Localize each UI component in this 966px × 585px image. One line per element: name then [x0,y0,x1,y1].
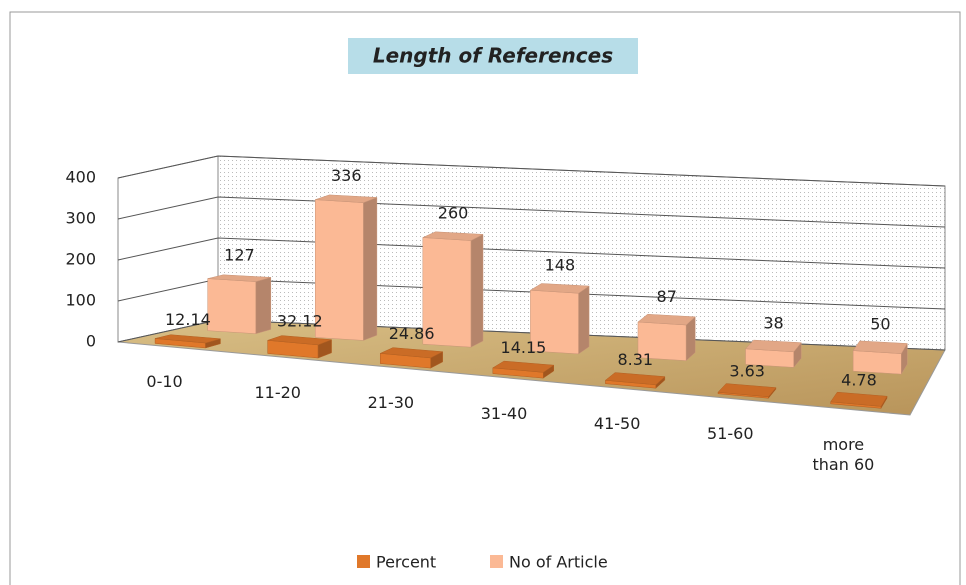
bar [717,383,777,399]
value-label: 24.86 [389,324,435,343]
value-label: 3.63 [729,362,765,381]
x-tick-label: more than 60 [812,434,875,474]
bar-face [637,313,696,326]
bar-face [578,285,590,355]
bar [379,347,444,369]
bar-face [207,274,271,282]
legend-label: Percent [376,553,436,572]
bar-face [267,335,332,346]
legend-label: No of Article [509,553,608,572]
y-tick-label: 100 [65,291,96,310]
bar [745,339,802,369]
bar-face [422,231,484,241]
x-tick-label: 41-50 [593,413,641,433]
bar [852,340,908,376]
x-tick-label: 21-30 [367,393,415,413]
bar [492,360,555,379]
bar-face [852,340,908,354]
bar-face [745,339,802,353]
y-tick-label: 0 [86,332,96,351]
bar-face [363,197,378,341]
legend-swatch [490,555,503,568]
bar [154,334,221,349]
bar [207,274,272,335]
value-label: 32.12 [277,312,323,331]
bar [422,231,484,348]
value-label: 127 [224,246,255,265]
x-tick-label: 0-10 [146,372,183,392]
x-tick-label: 31-40 [480,403,528,423]
value-label: 260 [438,204,469,223]
bar-face [830,391,888,407]
grid-line [117,196,946,228]
bar [830,391,888,410]
bar [267,335,332,359]
bar-face [255,277,272,335]
value-label: 336 [331,166,362,185]
x-tick-label: 51-60 [707,424,754,444]
plot: 0 100 200 300 400 127 336 260 148 87 38 50 12.14 32.1… [65,155,946,416]
bar [315,194,378,341]
bar [604,372,666,389]
bar-face [529,283,590,294]
bar-face [717,383,777,398]
x-tick-label: 11-20 [254,382,301,402]
chart-title: Length of References [373,44,613,68]
bar-face [207,278,257,334]
y-tick-label: 200 [65,250,96,269]
legend-swatch [357,555,370,568]
bar-face [492,360,555,373]
value-label: 50 [870,315,890,334]
bar-face [379,347,444,359]
y-tick-label: 300 [65,209,96,228]
bar-face [604,372,666,386]
bar [637,313,696,362]
value-label: 4.78 [841,371,877,390]
grid-line [117,237,946,269]
value-label: 38 [763,313,783,332]
bar-face [315,194,377,203]
value-label: 148 [545,256,576,275]
grid-line [117,155,946,187]
bar-face [470,233,484,348]
value-label: 12.14 [165,310,211,329]
y-tick-label: 400 [65,168,96,187]
bar [529,283,590,355]
bar-face [155,334,221,344]
value-label: 87 [657,287,677,306]
title-box [348,38,638,74]
value-label: 14.15 [501,338,547,357]
value-label: 8.31 [617,350,653,369]
